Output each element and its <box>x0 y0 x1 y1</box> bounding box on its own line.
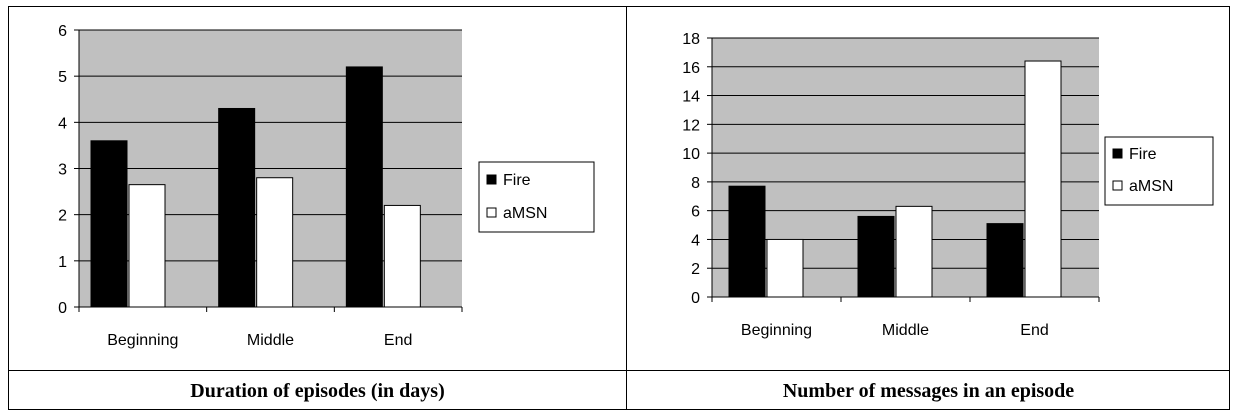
bar-amsn-beginning <box>766 238 804 298</box>
legend-label-fire: Fire <box>1129 146 1157 163</box>
bar-fire-beginning <box>728 185 766 298</box>
legend-label-amsn: aMSN <box>1129 178 1173 195</box>
chart-messages: 0 2 4 6 8 10 12 14 16 18 Beginning Middle End Fire aMS… <box>682 31 1214 339</box>
bar-fire-end <box>345 66 383 308</box>
y-tick-label: 3 <box>58 162 67 179</box>
y-tick-label: 18 <box>682 31 700 48</box>
y-tick-label: 2 <box>58 208 67 225</box>
chart-duration: 0 1 2 3 4 5 6 Beginning Middle End Fire aMSN <box>58 23 595 349</box>
bar-fire-beginning <box>90 140 128 308</box>
x-category-label: End <box>384 332 412 349</box>
y-tick-label: 12 <box>682 117 700 134</box>
y-tick-label: 2 <box>691 261 700 278</box>
column-divider <box>626 7 627 409</box>
bar-amsn-middle <box>895 205 933 298</box>
y-tick-label: 10 <box>682 146 700 163</box>
bar-fire-middle <box>857 215 895 298</box>
bar-amsn-end <box>1024 60 1062 298</box>
legend-box <box>478 161 595 233</box>
x-category-label: Beginning <box>741 322 812 339</box>
x-category-label: Middle <box>247 332 294 349</box>
legend-swatch-fire <box>486 174 497 185</box>
bar-fire-end <box>986 223 1024 298</box>
legend-swatch-amsn <box>486 207 497 218</box>
bar-amsn-end <box>383 204 421 308</box>
legend-swatch-fire <box>1112 148 1123 159</box>
y-tick-label: 6 <box>58 23 67 40</box>
y-tick-label: 0 <box>691 290 700 307</box>
chart-panel-duration: 0 1 2 3 4 5 6 Beginning Middle End Fire aMSN <box>9 7 626 370</box>
legend-label-fire: Fire <box>503 172 531 189</box>
caption-duration: Duration of episodes (in days) <box>190 379 445 402</box>
x-category-label: End <box>1020 322 1048 339</box>
bar-amsn-beginning <box>128 184 166 308</box>
caption-messages: Number of messages in an episode <box>782 379 1075 402</box>
y-tick-label: 0 <box>58 300 67 317</box>
legend-box <box>1104 136 1214 206</box>
legend-swatch-amsn <box>1112 180 1123 191</box>
bar-fire-middle <box>218 107 256 308</box>
x-category-label: Middle <box>882 322 929 339</box>
y-tick-label: 14 <box>682 89 700 106</box>
chart-panel-messages: 0 2 4 6 8 10 12 14 16 18 Beginning Middle End Fire aMS… <box>627 7 1230 370</box>
x-category-label: Beginning <box>107 332 178 349</box>
y-tick-label: 6 <box>691 204 700 221</box>
y-tick-label: 4 <box>58 115 67 132</box>
y-tick-label: 5 <box>58 69 67 86</box>
y-tick-label: 1 <box>58 254 67 271</box>
y-tick-label: 4 <box>691 232 700 249</box>
y-tick-label: 16 <box>682 60 700 77</box>
row-divider <box>9 370 1229 371</box>
bar-amsn-middle <box>256 177 294 308</box>
y-tick-label: 8 <box>691 175 700 192</box>
legend-label-amsn: aMSN <box>503 205 547 222</box>
